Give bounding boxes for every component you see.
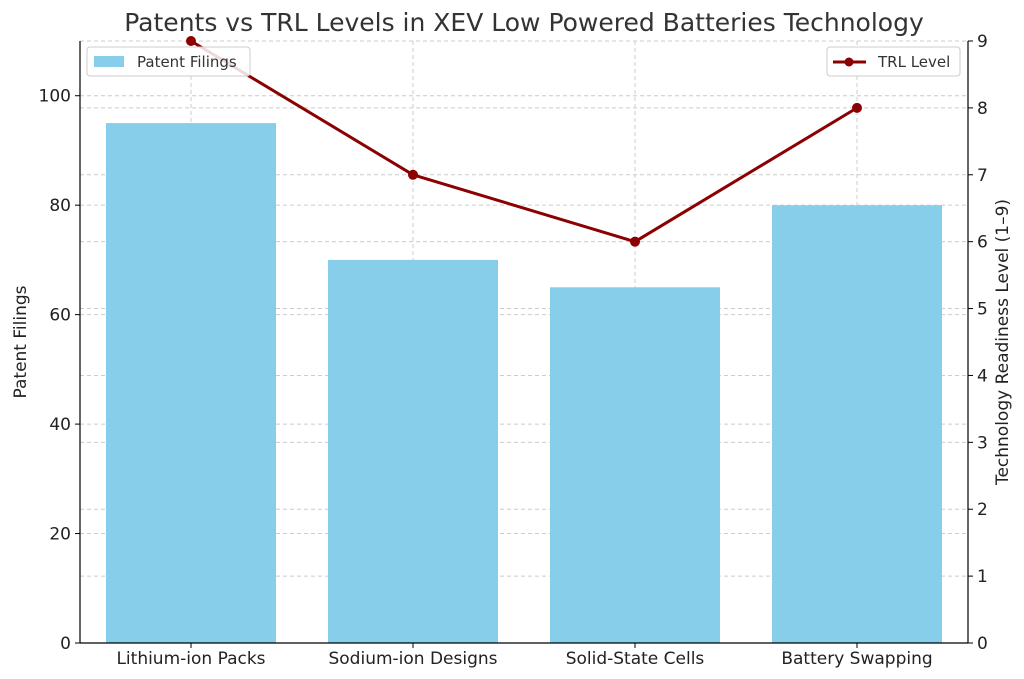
y-right-tick-label: 2 (977, 500, 988, 520)
y-right-tick-label: 9 (977, 32, 988, 52)
x-tick-label: Sodium-ion Designs (328, 649, 497, 669)
trl-point (630, 237, 640, 247)
y-right-tick-label: 7 (977, 166, 988, 186)
y-right-tick-label: 8 (977, 99, 988, 119)
y-right-tick-label: 3 (977, 433, 988, 453)
y-left-tick-label: 80 (49, 196, 71, 216)
y-left-tick-label: 100 (39, 87, 71, 107)
legend-patent-filings-label: Patent Filings (137, 53, 237, 71)
y-left-tick-label: 0 (60, 634, 71, 654)
legend-trl-level: TRL Level (827, 47, 960, 76)
bar (106, 123, 276, 643)
y-left-tick-label: 60 (49, 306, 71, 326)
x-tick-label: Lithium-ion Packs (116, 649, 265, 669)
legend-trl-level-label: TRL Level (877, 53, 950, 71)
y-right-tick-label: 5 (977, 300, 988, 320)
trl-point (408, 170, 418, 180)
bar (550, 287, 720, 643)
legend-trl-level-marker (845, 58, 854, 67)
legend-patent-filings-swatch (94, 56, 124, 67)
bar (328, 260, 498, 643)
chart-title: Patents vs TRL Levels in XEV Low Powered… (124, 8, 924, 37)
trl-point (852, 103, 862, 113)
bars (106, 123, 942, 643)
y-axis-right-label: Technology Readiness Level (1–9) (993, 199, 1013, 486)
legend-patent-filings: Patent Filings (87, 47, 250, 76)
y-left-tick-label: 40 (49, 415, 71, 435)
y-right-tick-label: 1 (977, 567, 988, 587)
y-right-tick-label: 4 (977, 366, 988, 386)
y-right-tick-label: 6 (977, 233, 988, 253)
trl-line (191, 41, 857, 242)
x-tick-label: Battery Swapping (781, 649, 932, 669)
trl-line-series (186, 36, 862, 247)
y-axis-left-label: Patent Filings (11, 285, 31, 398)
x-tick-label: Solid-State Cells (566, 649, 705, 669)
trl-point (186, 36, 196, 46)
y-left-tick-label: 20 (49, 525, 71, 545)
y-right-tick-label: 0 (977, 634, 988, 654)
bar (772, 205, 942, 643)
